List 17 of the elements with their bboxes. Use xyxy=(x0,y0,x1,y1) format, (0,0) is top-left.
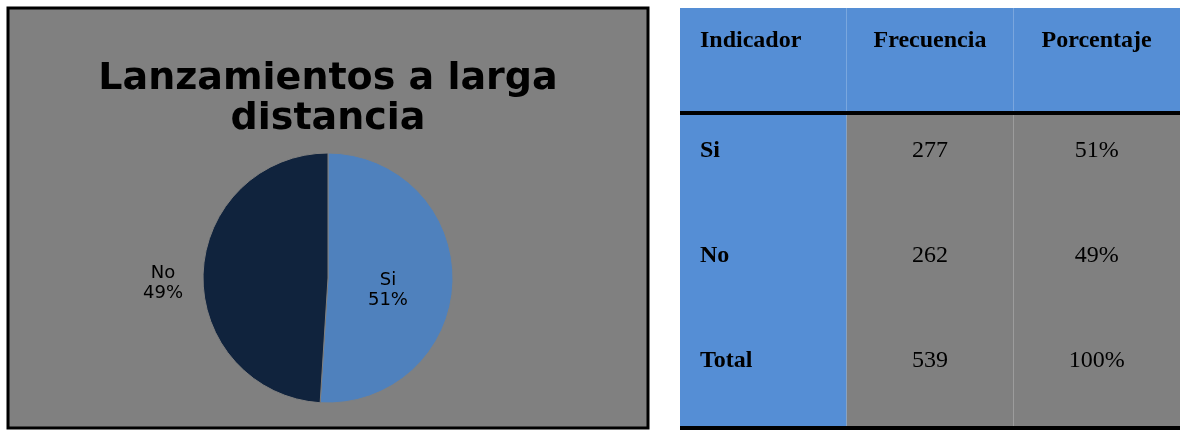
slice-label: Si xyxy=(379,267,397,289)
text: Si xyxy=(700,135,721,162)
text: 100% xyxy=(1068,345,1125,372)
text: No xyxy=(700,240,730,267)
text: Indicador xyxy=(700,25,802,52)
data-label: 51% xyxy=(367,287,408,309)
text: 49% xyxy=(1074,240,1119,267)
slice-label: No xyxy=(150,260,176,282)
text: Total xyxy=(700,345,753,372)
text: 539 xyxy=(912,345,948,372)
chart-title: Lanzamientos a larga distancia xyxy=(98,54,558,138)
data-label: 49% xyxy=(143,280,184,302)
text: 277 xyxy=(912,135,948,162)
text: 262 xyxy=(912,240,948,267)
text: Porcentaje xyxy=(1041,25,1153,52)
text: Frecuencia xyxy=(873,25,987,52)
text: 51% xyxy=(1074,135,1119,162)
